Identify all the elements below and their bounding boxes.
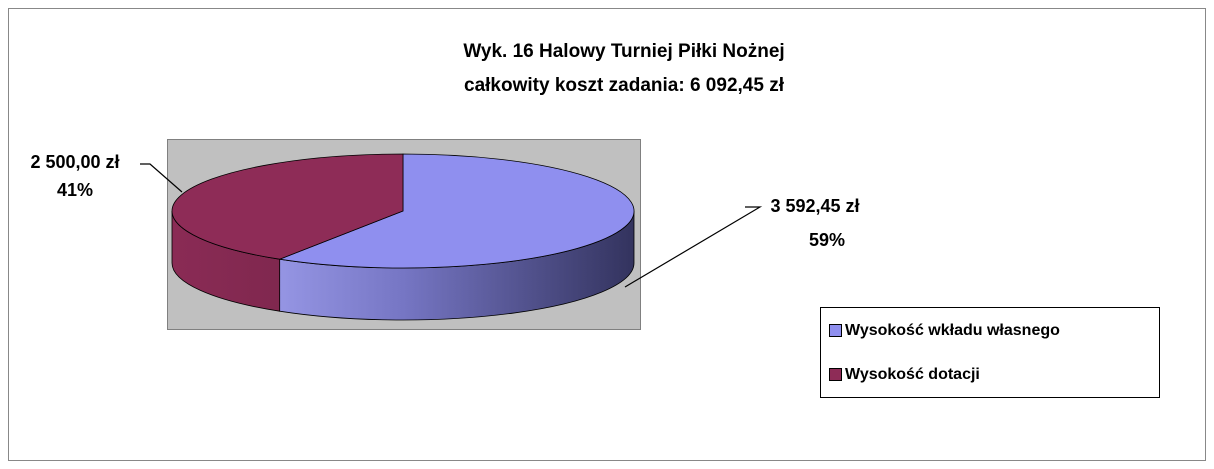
legend-label: Wysokość dotacji [845,366,980,383]
leader-line [140,163,183,193]
data-label: 3 592,45 zł [770,196,859,216]
data-label: 2 500,00 zł [30,152,119,172]
leader-line [624,206,763,288]
chart-title: Wyk. 16 Halowy Turniej Piłki Nożnej [463,41,784,62]
pie [171,153,635,321]
percent-label: 41% [57,180,93,200]
chart-subtitle: całkowity koszt zadania: 6 092,45 zł [464,75,785,96]
legend [820,307,1160,398]
slice [171,153,404,260]
percent-label: 59% [809,230,845,250]
legend-label: Wysokość wkładu własnego [845,322,1060,339]
legend-marker [829,324,842,337]
legend-marker [829,368,842,381]
slice [278,153,635,269]
labels: 3 592,45 zł 59% Wysokość wkładu własnego 2 … [30,152,1060,383]
